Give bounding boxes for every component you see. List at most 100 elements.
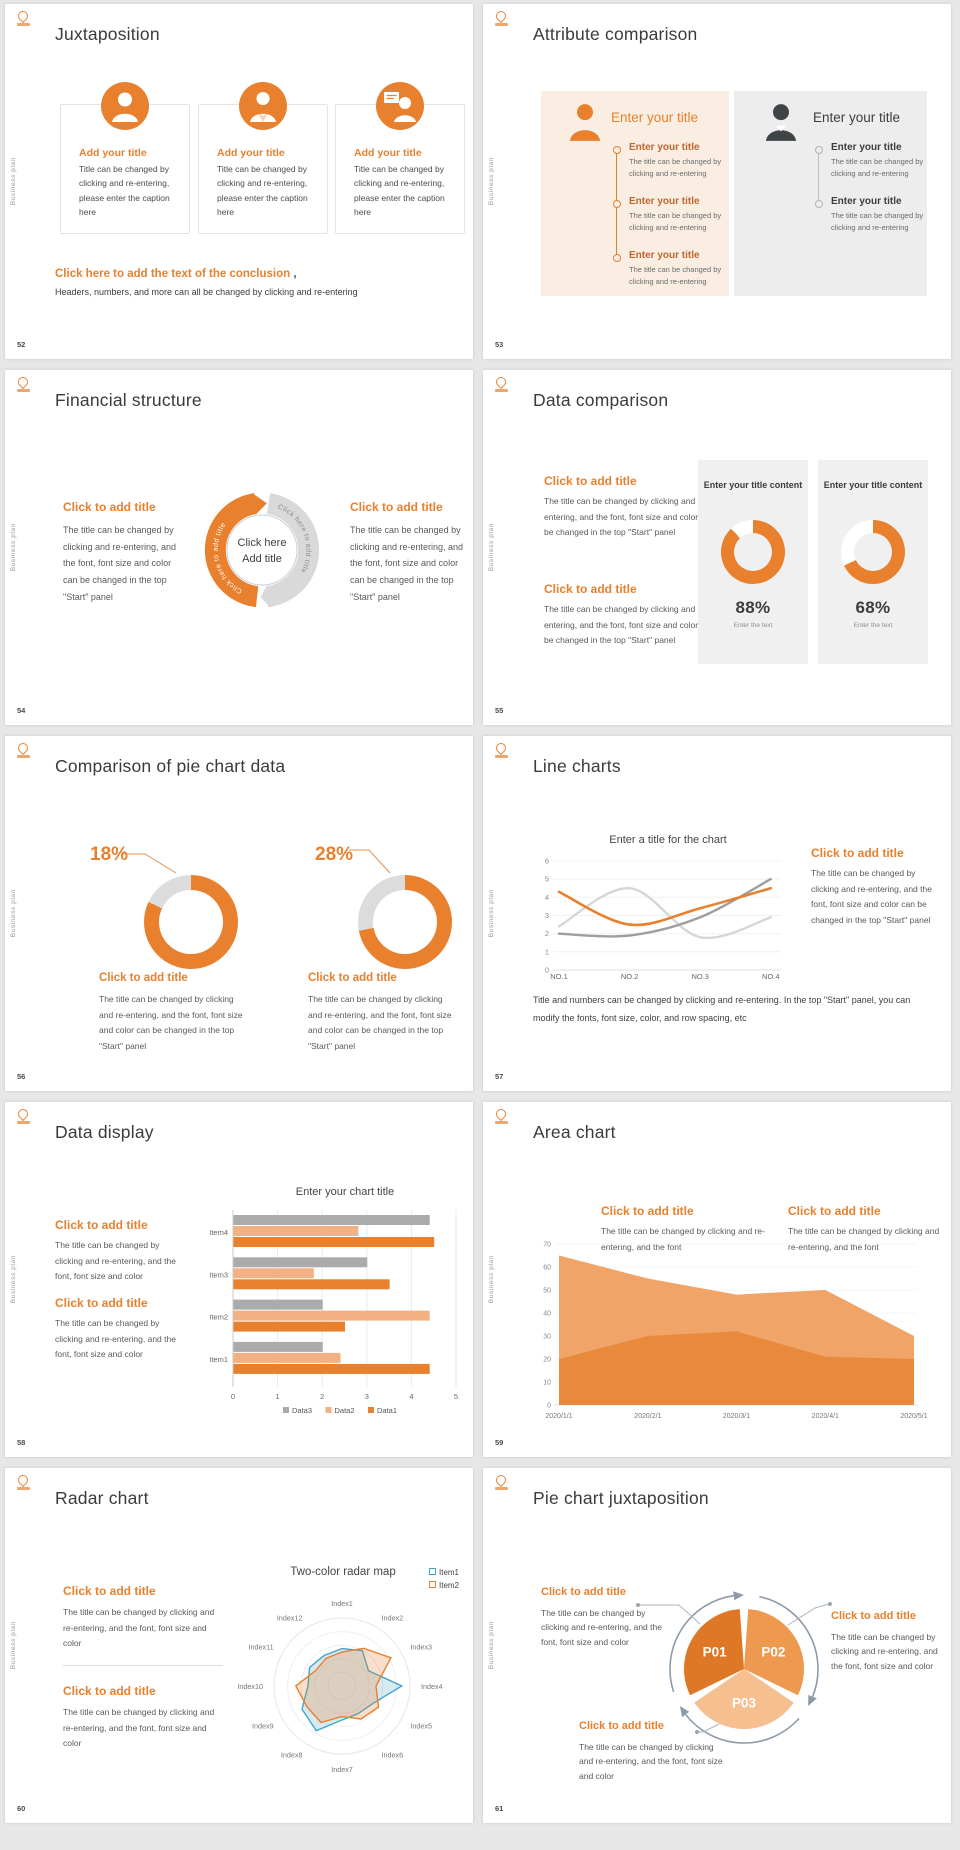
slide-number: 58 [17,1438,26,1447]
feature-card: Add your title Title can be changed by c… [60,82,190,234]
logo-caption [494,755,508,758]
logo-caption [494,1487,508,1490]
panel-header: Enter your title [813,110,901,125]
vertical-label: Business plan [10,522,17,571]
logo-caption [16,1487,30,1490]
card-title: Add your title [354,147,422,159]
slide-59[interactable]: Business plan Area chart Click to add ti… [483,1102,951,1457]
svg-text:0: 0 [545,966,549,975]
person-icon [765,102,797,142]
center-text-line2: Add title [242,553,282,565]
slide-title: Juxtaposition [55,24,160,44]
logo-caption [16,755,30,758]
radar-chart: Index1 Index2 Index3 Index4 Index5 Index6 Inde… [237,1599,442,1774]
slide-number: 55 [495,706,504,715]
block-title: Click to add title [55,1296,148,1310]
legend-swatch-item2 [429,1581,436,1588]
svg-text:NO.2: NO.2 [621,972,639,981]
block-title: Click to add title [544,474,637,488]
svg-text:NO.4: NO.4 [762,972,780,981]
slide-55[interactable]: Business plan Data comparison Click to a… [483,370,951,725]
card-body: Title can be changed by clicking and re-… [354,164,445,218]
svg-text:Data1: Data1 [377,1406,397,1415]
brand-logo [15,8,31,26]
slide-57[interactable]: Business plan Line charts Enter a title … [483,736,951,1091]
svg-text:Item1: Item1 [209,1355,228,1364]
block-title: Click to add title [579,1720,664,1732]
svg-text:70: 70 [543,1242,551,1249]
slide-number: 57 [495,1072,504,1081]
slide-title: Financial structure [55,390,202,410]
panel-header: Enter your title [611,110,699,125]
slide-note: Title and numbers can be changed by clic… [533,995,911,1023]
block-body: The title can be changed by clicking and… [579,1742,723,1781]
svg-text:2020/3/1: 2020/3/1 [723,1413,750,1420]
person-icon [569,102,601,142]
block-title: Click to add title [63,1684,156,1698]
svg-text:10: 10 [543,1380,551,1387]
block-title: Click to add title [788,1204,881,1218]
donut-chart-68 [841,520,905,584]
svg-text:Index3: Index3 [410,1643,432,1652]
svg-text:Item3: Item3 [209,1270,228,1279]
vertical-label: Business plan [488,888,495,937]
timeline-dot [613,254,621,262]
vertical-label: Business plan [10,156,17,205]
svg-text:1: 1 [545,947,549,956]
vertical-label: Business plan [10,1254,17,1303]
stat-card-header: Enter your title content [823,480,923,490]
svg-text:2020/4/1: 2020/4/1 [812,1413,839,1420]
slide-53[interactable]: Business plan Attribute comparison Enter… [483,4,951,359]
comparison-panel-right [734,91,927,296]
svg-text:NO.1: NO.1 [550,972,568,981]
logo-caption [16,1121,30,1124]
vertical-label: Business plan [488,522,495,571]
logo-caption [494,23,508,26]
stat-card-header: Enter your title content [703,480,803,490]
slide-61[interactable]: Business plan Pie chart juxtaposition Cl… [483,1468,951,1823]
gray-arc [265,493,320,608]
svg-text:6: 6 [545,857,549,866]
vertical-label: Business plan [488,1620,495,1669]
block-body: The title can be changed by clicking and… [541,1608,662,1647]
area-chart: 0 10 20 30 40 50 60 70 2020/1/1 2020/2/1 2020/3/1 2… [543,1242,928,1421]
block-title: Click to add title [63,1584,156,1598]
orange-arrowhead [251,492,267,515]
item-body: The title can be changed by clicking and… [629,265,722,286]
svg-text:Index12: Index12 [277,1614,303,1623]
donut-chart-28 [358,875,452,969]
block-title: Click to add title [350,500,443,514]
vertical-label: Business plan [488,156,495,205]
svg-text:Index11: Index11 [249,1643,274,1652]
block-title: Click to add title [831,1610,916,1622]
slide-56[interactable]: Business plan Comparison of pie chart da… [5,736,473,1091]
vertical-label: Business plan [10,1620,17,1669]
svg-text:1: 1 [276,1392,280,1401]
timeline-dot [613,146,621,154]
person-icon [101,82,149,130]
block-body: The title can be changed by clicking and… [788,1226,940,1252]
conclusion-title: Click here to add the text of the conclu… [55,268,297,280]
slide-52[interactable]: Business plan Juxtaposition Add your tit… [5,4,473,359]
gray-arrowhead [260,585,271,608]
percent-caption: Enter the text [853,622,893,629]
block-body: The title can be changed by clicking and… [544,496,715,538]
svg-text:2020/2/1: 2020/2/1 [634,1413,661,1420]
donut-chart-18 [144,875,238,969]
svg-text:20: 20 [543,1357,551,1364]
block-body: The title can be changed by clicking and… [350,525,464,602]
donut-chart-88 [721,520,785,584]
slide-54[interactable]: Business plan Financial structure Click … [5,370,473,725]
slide-58[interactable]: Business plan Data display Click to add … [5,1102,473,1457]
brand-logo [493,1472,509,1490]
slide-number: 53 [495,340,504,349]
percent-value: 88% [735,598,771,617]
logo-icon [15,740,31,756]
timeline-dot [613,200,621,208]
slide-60[interactable]: Business plan Radar chart Click to add t… [5,1468,473,1823]
card-title: Add your title [217,147,285,159]
slide-title: Data comparison [533,390,669,410]
feature-card: Add your title Title can be changed by c… [198,82,328,234]
logo-icon [493,740,509,756]
logo-caption [494,1121,508,1124]
